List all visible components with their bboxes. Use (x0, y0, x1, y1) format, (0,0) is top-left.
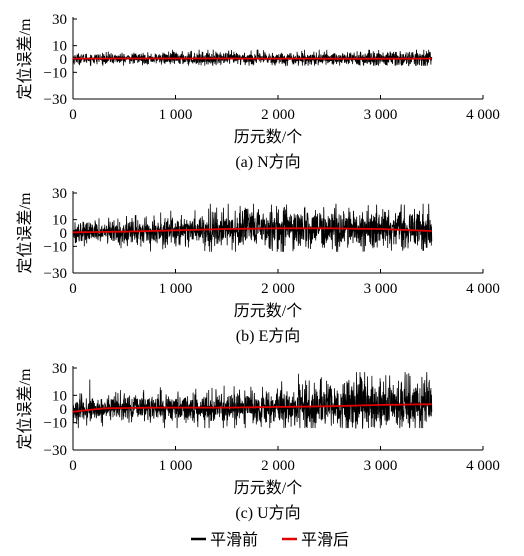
y-tick-label: −30 (44, 443, 67, 459)
panel-caption: (c) U方向 (235, 504, 300, 522)
x-axis-label: 历元数/个 (234, 479, 302, 497)
x-tick-label: 0 (69, 281, 77, 297)
panel-caption: (a) N方向 (235, 153, 300, 171)
y-tick-label: 10 (52, 388, 67, 404)
x-tick-label: 4 000 (466, 107, 500, 123)
y-tick-label: 0 (60, 226, 68, 242)
x-tick-label: 2 000 (261, 281, 295, 297)
panel-caption: (b) E方向 (236, 327, 300, 345)
x-axis-label: 历元数/个 (234, 302, 302, 320)
x-tick-label: 1 000 (159, 107, 193, 123)
y-axis-label: 定位误差/m (16, 18, 34, 99)
y-tick-label: −10 (44, 239, 67, 255)
x-tick-label: 4 000 (466, 281, 500, 297)
legend-label-after: 平滑后 (301, 531, 349, 549)
y-tick-label: −10 (44, 65, 67, 81)
y-tick-label: 30 (52, 12, 67, 28)
y-tick-label: 10 (52, 213, 67, 229)
series-after-line (73, 227, 432, 234)
y-tick-label: −30 (44, 266, 67, 282)
series-before-line (72, 203, 433, 252)
y-tick-label: 0 (60, 402, 68, 418)
x-tick-label: 3 000 (364, 107, 398, 123)
series-after-line (72, 403, 432, 413)
y-tick-label: 10 (52, 39, 67, 55)
x-axis-label: 历元数/个 (234, 128, 302, 146)
y-tick-label: −30 (44, 92, 67, 108)
x-tick-label: 2 000 (261, 107, 295, 123)
y-axis-label: 定位误差/m (16, 192, 34, 273)
x-tick-label: 1 000 (159, 458, 193, 474)
y-tick-label: 30 (52, 186, 67, 202)
x-tick-label: 3 000 (364, 458, 398, 474)
y-axis-label: 定位误差/m (16, 368, 34, 449)
y-tick-label: 30 (52, 361, 67, 377)
legend-label-before: 平滑前 (210, 531, 258, 549)
x-tick-label: 0 (69, 107, 77, 123)
x-tick-label: 0 (69, 458, 77, 474)
x-tick-label: 3 000 (364, 281, 398, 297)
y-tick-label: 0 (60, 52, 68, 68)
x-tick-label: 2 000 (261, 458, 295, 474)
x-tick-label: 4 000 (466, 458, 500, 474)
y-tick-label: −10 (44, 416, 67, 432)
x-tick-label: 1 000 (159, 281, 193, 297)
legend: 平滑前 平滑后 (191, 531, 349, 549)
series-before-line (72, 372, 433, 430)
